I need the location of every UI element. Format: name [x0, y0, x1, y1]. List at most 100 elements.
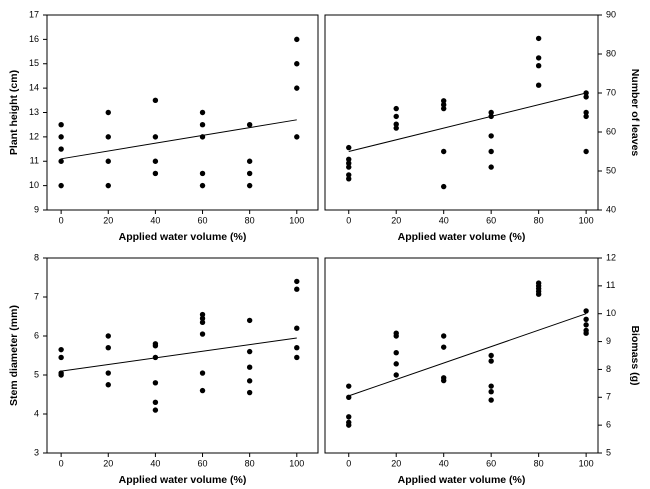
x-tick-label: 40 — [150, 215, 160, 225]
y-tick-label: 7 — [606, 392, 611, 402]
point — [294, 134, 300, 140]
point — [488, 133, 494, 139]
point — [393, 350, 399, 356]
point — [393, 113, 399, 120]
trend-line — [348, 313, 587, 397]
y-tick-label: 17 — [29, 9, 39, 19]
x-tick-label: 100 — [579, 458, 594, 468]
point — [440, 183, 447, 190]
point — [393, 372, 399, 378]
point — [440, 333, 447, 339]
x-tick-label: 20 — [103, 458, 113, 468]
point — [152, 380, 159, 386]
point — [488, 109, 494, 116]
point — [346, 164, 352, 170]
point — [152, 97, 159, 104]
y-tick-label: 15 — [29, 58, 39, 68]
y-axis-label: Stem diameter (mm) — [8, 305, 20, 406]
y-tick-label: 5 — [606, 447, 611, 457]
point — [246, 364, 253, 370]
x-axis-label: Applied water volume (%) — [119, 231, 247, 243]
point — [199, 121, 206, 128]
x-tick-label: 0 — [59, 215, 64, 225]
point — [294, 325, 300, 331]
point — [58, 346, 64, 353]
y-tick-label: 10 — [606, 308, 616, 318]
point — [393, 121, 399, 127]
point — [199, 315, 206, 322]
point — [583, 322, 589, 328]
point — [152, 399, 159, 405]
y-tick-label: 16 — [29, 34, 39, 44]
x-tick-label: 40 — [439, 458, 449, 468]
point — [199, 331, 206, 337]
point — [583, 308, 589, 314]
point — [346, 172, 352, 178]
x-tick-label: 60 — [198, 215, 208, 225]
y-tick-label: 5 — [34, 369, 39, 379]
y-tick-label: 8 — [34, 252, 39, 262]
point — [294, 85, 300, 91]
point — [246, 389, 253, 396]
point — [246, 121, 253, 128]
point — [105, 370, 111, 376]
point — [535, 62, 542, 69]
point — [440, 102, 447, 108]
x-tick-label: 0 — [59, 458, 64, 468]
x-tick-label: 80 — [534, 458, 544, 468]
point — [152, 170, 159, 177]
x-tick-label: 40 — [439, 215, 449, 225]
point — [346, 156, 352, 162]
y-tick-label: 6 — [34, 330, 39, 340]
point — [583, 330, 589, 336]
x-tick-label: 20 — [103, 215, 113, 225]
point — [58, 121, 64, 128]
point — [488, 148, 494, 155]
x-tick-label: 80 — [534, 215, 544, 225]
point — [294, 354, 300, 361]
x-tick-label: 80 — [245, 458, 255, 468]
point — [199, 370, 206, 376]
point — [583, 316, 589, 322]
point — [246, 170, 253, 177]
point — [393, 125, 399, 131]
point — [294, 286, 300, 292]
trend-line — [348, 92, 587, 152]
point — [199, 319, 206, 326]
point — [294, 36, 300, 43]
y-tick-label: 8 — [606, 364, 611, 374]
point — [488, 397, 494, 403]
point — [346, 144, 352, 151]
y-tick-label: 70 — [606, 87, 616, 97]
y-tick-label: 60 — [606, 126, 616, 136]
y-tick-label: 40 — [606, 204, 616, 214]
point — [105, 345, 111, 351]
point — [246, 317, 253, 324]
y-tick-label: 13 — [29, 107, 39, 117]
x-tick-label: 0 — [346, 458, 351, 468]
point — [58, 134, 64, 140]
point — [535, 35, 542, 42]
point — [393, 361, 399, 367]
x-tick-label: 100 — [289, 215, 304, 225]
point — [488, 389, 494, 395]
plot-frame — [324, 257, 599, 454]
point — [105, 134, 111, 140]
point — [440, 98, 447, 104]
point — [58, 354, 64, 361]
point — [199, 182, 206, 189]
point — [58, 372, 64, 378]
x-tick-label: 0 — [346, 215, 351, 225]
point — [583, 148, 589, 155]
x-tick-label: 40 — [150, 458, 160, 468]
point — [152, 407, 159, 413]
y-tick-label: 11 — [606, 280, 615, 290]
y-tick-label: 90 — [606, 9, 616, 19]
x-tick-label: 20 — [391, 215, 401, 225]
x-tick-label: 60 — [486, 458, 496, 468]
point — [294, 278, 300, 285]
point — [199, 311, 206, 318]
point — [246, 348, 253, 355]
point — [583, 109, 589, 116]
